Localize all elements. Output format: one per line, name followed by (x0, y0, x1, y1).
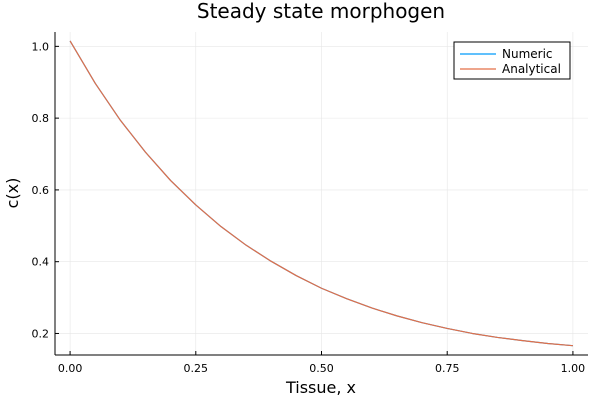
x-ticks: 0.00 0.25 0.50 0.75 1.00 (58, 351, 585, 375)
x-axis-label: Tissue, x (285, 378, 356, 397)
grid (55, 32, 588, 355)
x-tick-label: 0.75 (435, 362, 460, 375)
y-tick-label: 0.2 (32, 327, 50, 340)
y-tick-label: 0.6 (32, 184, 50, 197)
legend-label-analytical: Analytical (502, 62, 561, 76)
x-tick-label: 0.00 (58, 362, 83, 375)
x-tick-label: 1.00 (561, 362, 586, 375)
y-tick-label: 0.8 (32, 112, 50, 125)
series-group (69, 40, 573, 347)
x-tick-label: 0.25 (184, 362, 209, 375)
y-axis-label: c(x) (3, 178, 22, 209)
chart-title: Steady state morphogen (197, 0, 445, 23)
x-tick-label: 0.50 (309, 362, 334, 375)
series-line-analytical (69, 40, 573, 347)
y-tick-label: 0.4 (32, 256, 50, 269)
legend-box (453, 41, 571, 80)
legend-label-numeric: Numeric (502, 47, 553, 61)
y-ticks: 0.2 0.4 0.6 0.8 1.0 (32, 40, 59, 340)
y-tick-label: 1.0 (32, 40, 50, 53)
